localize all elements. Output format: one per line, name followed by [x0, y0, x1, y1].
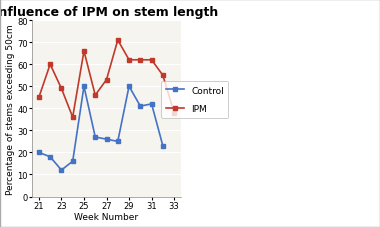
Control	[48, 156, 52, 158]
IPM	[149, 59, 154, 62]
IPM	[104, 79, 109, 82]
Line: IPM: IPM	[37, 39, 176, 120]
Control	[82, 86, 86, 88]
IPM	[59, 88, 64, 90]
IPM	[93, 94, 98, 97]
IPM	[127, 59, 131, 62]
IPM	[48, 64, 52, 66]
Control	[127, 86, 131, 88]
IPM	[172, 112, 176, 115]
Legend: Control, IPM: Control, IPM	[162, 82, 228, 118]
Line: Control: Control	[37, 85, 165, 172]
Control	[104, 138, 109, 141]
X-axis label: Week Number: Week Number	[74, 212, 139, 222]
Control	[70, 160, 75, 163]
Title: Influence of IPM on stem length: Influence of IPM on stem length	[0, 5, 218, 18]
IPM	[82, 50, 86, 53]
IPM	[138, 59, 142, 62]
Y-axis label: Percentage of stems exceeding 50cm: Percentage of stems exceeding 50cm	[6, 24, 14, 194]
Control	[93, 136, 98, 139]
IPM	[36, 96, 41, 99]
Control	[138, 105, 142, 108]
Control	[36, 151, 41, 154]
IPM	[161, 74, 165, 77]
Control	[59, 169, 64, 172]
IPM	[116, 39, 120, 42]
IPM	[70, 116, 75, 119]
Control	[149, 103, 154, 106]
Control	[116, 140, 120, 143]
Control	[161, 145, 165, 148]
